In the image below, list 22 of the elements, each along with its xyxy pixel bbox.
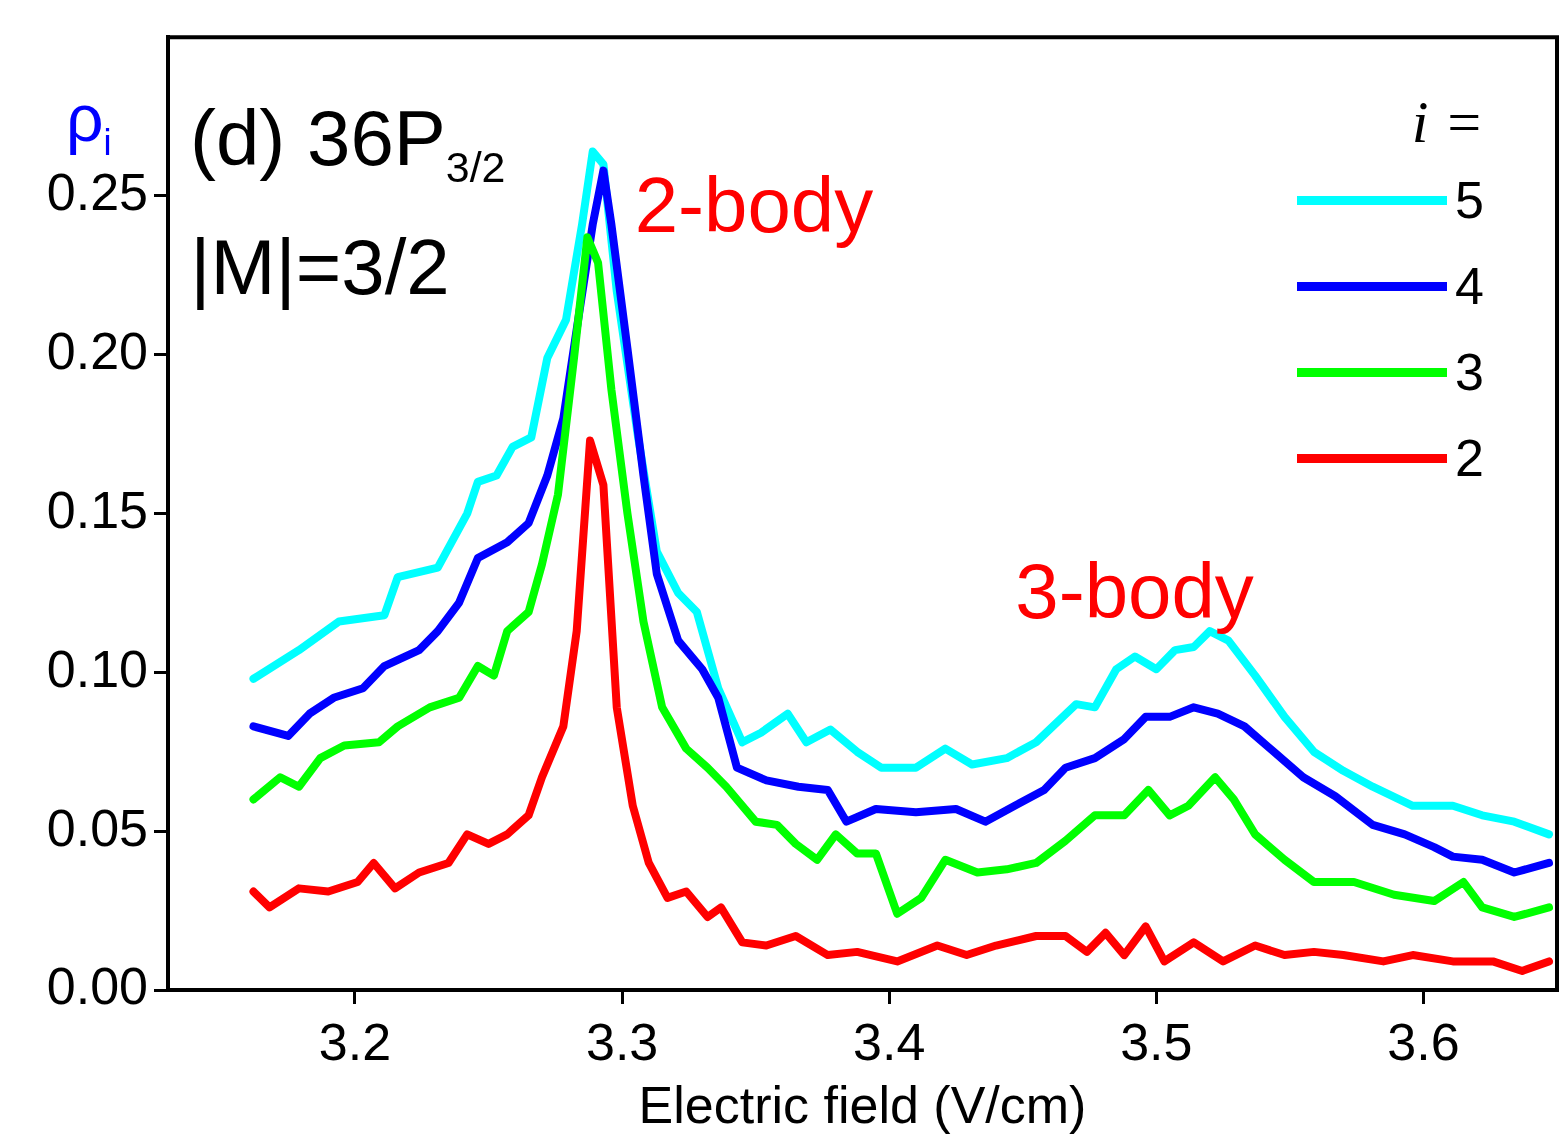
legend-label: 2 [1455, 428, 1484, 489]
legend-label: 3 [1455, 342, 1484, 403]
y-tick-label: 0.10 [46, 639, 148, 698]
x-tick-label: 3.2 [318, 1012, 392, 1071]
x-tick-label: 3.4 [853, 1012, 926, 1071]
y-tick-label: 0.05 [46, 798, 148, 857]
y-tick-label: 0.25 [46, 163, 148, 222]
annotation: 2-body [634, 160, 874, 249]
annotation: 3-body [1015, 546, 1254, 635]
x-axis-title: Electric field (V/cm) [638, 1076, 1087, 1135]
y-tick-label: 0.00 [46, 957, 148, 1016]
annotation: |M|=3/2 [190, 222, 450, 311]
x-tick-label: 3.3 [585, 1012, 659, 1071]
legend-label: 4 [1455, 256, 1484, 317]
legend-label: 5 [1455, 170, 1484, 231]
y-axis-title: ρ$_{i}$ [66, 81, 112, 164]
text: (d) 36P$_{3/2}$ [190, 94, 506, 191]
x-tick-label: 3.5 [1120, 1012, 1193, 1071]
y-tick-label: 0.15 [46, 480, 148, 539]
x-tick-label: 3.6 [1387, 1012, 1460, 1071]
legend-title: i = [1411, 87, 1484, 157]
y-tick-label: 0.20 [46, 322, 148, 381]
